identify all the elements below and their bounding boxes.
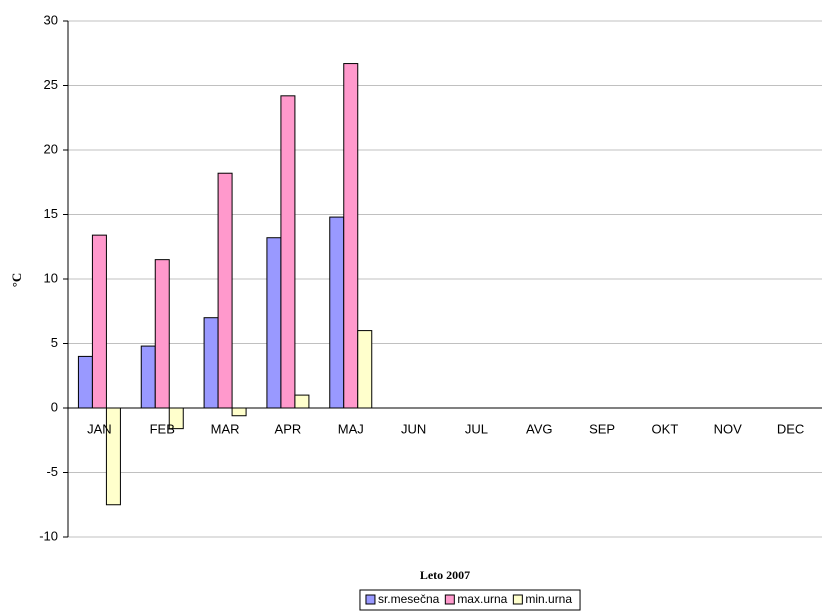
x-tick-label: JUL: [465, 421, 488, 436]
legend-label: min.urna: [525, 592, 572, 606]
bar: [217, 172, 233, 409]
x-tick-label: NOV: [714, 421, 743, 436]
y-tick-label: 0: [51, 399, 58, 414]
bar: [140, 345, 156, 409]
y-tick-label: -5: [46, 464, 58, 479]
legend-swatch: [444, 594, 455, 605]
x-tick-label: MAJ: [338, 421, 364, 436]
x-tick-label: OKT: [652, 421, 679, 436]
legend-swatch: [365, 594, 376, 605]
legend-label: sr.mesečna: [378, 592, 440, 606]
bar: [280, 95, 296, 409]
y-tick-label: 20: [44, 141, 58, 156]
y-tick-label: 15: [44, 206, 58, 221]
y-tick-label: 30: [44, 12, 58, 27]
bar: [343, 63, 359, 409]
x-tick-label: SEP: [589, 421, 615, 436]
bar: [357, 330, 373, 409]
bar: [294, 394, 310, 409]
x-tick-label: JAN: [87, 421, 112, 436]
y-tick-label: 25: [44, 77, 58, 92]
bar: [91, 234, 107, 409]
x-tick-label: AVG: [526, 421, 553, 436]
legend-swatch: [512, 594, 523, 605]
legend-label: max.urna: [457, 592, 507, 606]
x-tick-label: FEB: [150, 421, 175, 436]
y-tick-label: 10: [44, 270, 58, 285]
y-axis-title: °C: [9, 273, 24, 288]
bar: [329, 216, 345, 409]
legend: sr.mesečna max.urna min.urna: [359, 589, 581, 611]
legend-box: [359, 589, 581, 611]
x-tick-label: DEC: [777, 421, 804, 436]
bar: [154, 259, 170, 409]
bar: [231, 407, 247, 417]
y-tick-label: 5: [51, 335, 58, 350]
x-tick-label: APR: [275, 421, 302, 436]
x-tick-label: JUN: [401, 421, 426, 436]
bar: [203, 317, 219, 409]
x-axis-title: Leto 2007: [420, 568, 470, 582]
bar: [77, 355, 93, 409]
bar: [266, 237, 282, 409]
y-tick-label: -10: [39, 528, 58, 543]
x-tick-label: MAR: [211, 421, 240, 436]
